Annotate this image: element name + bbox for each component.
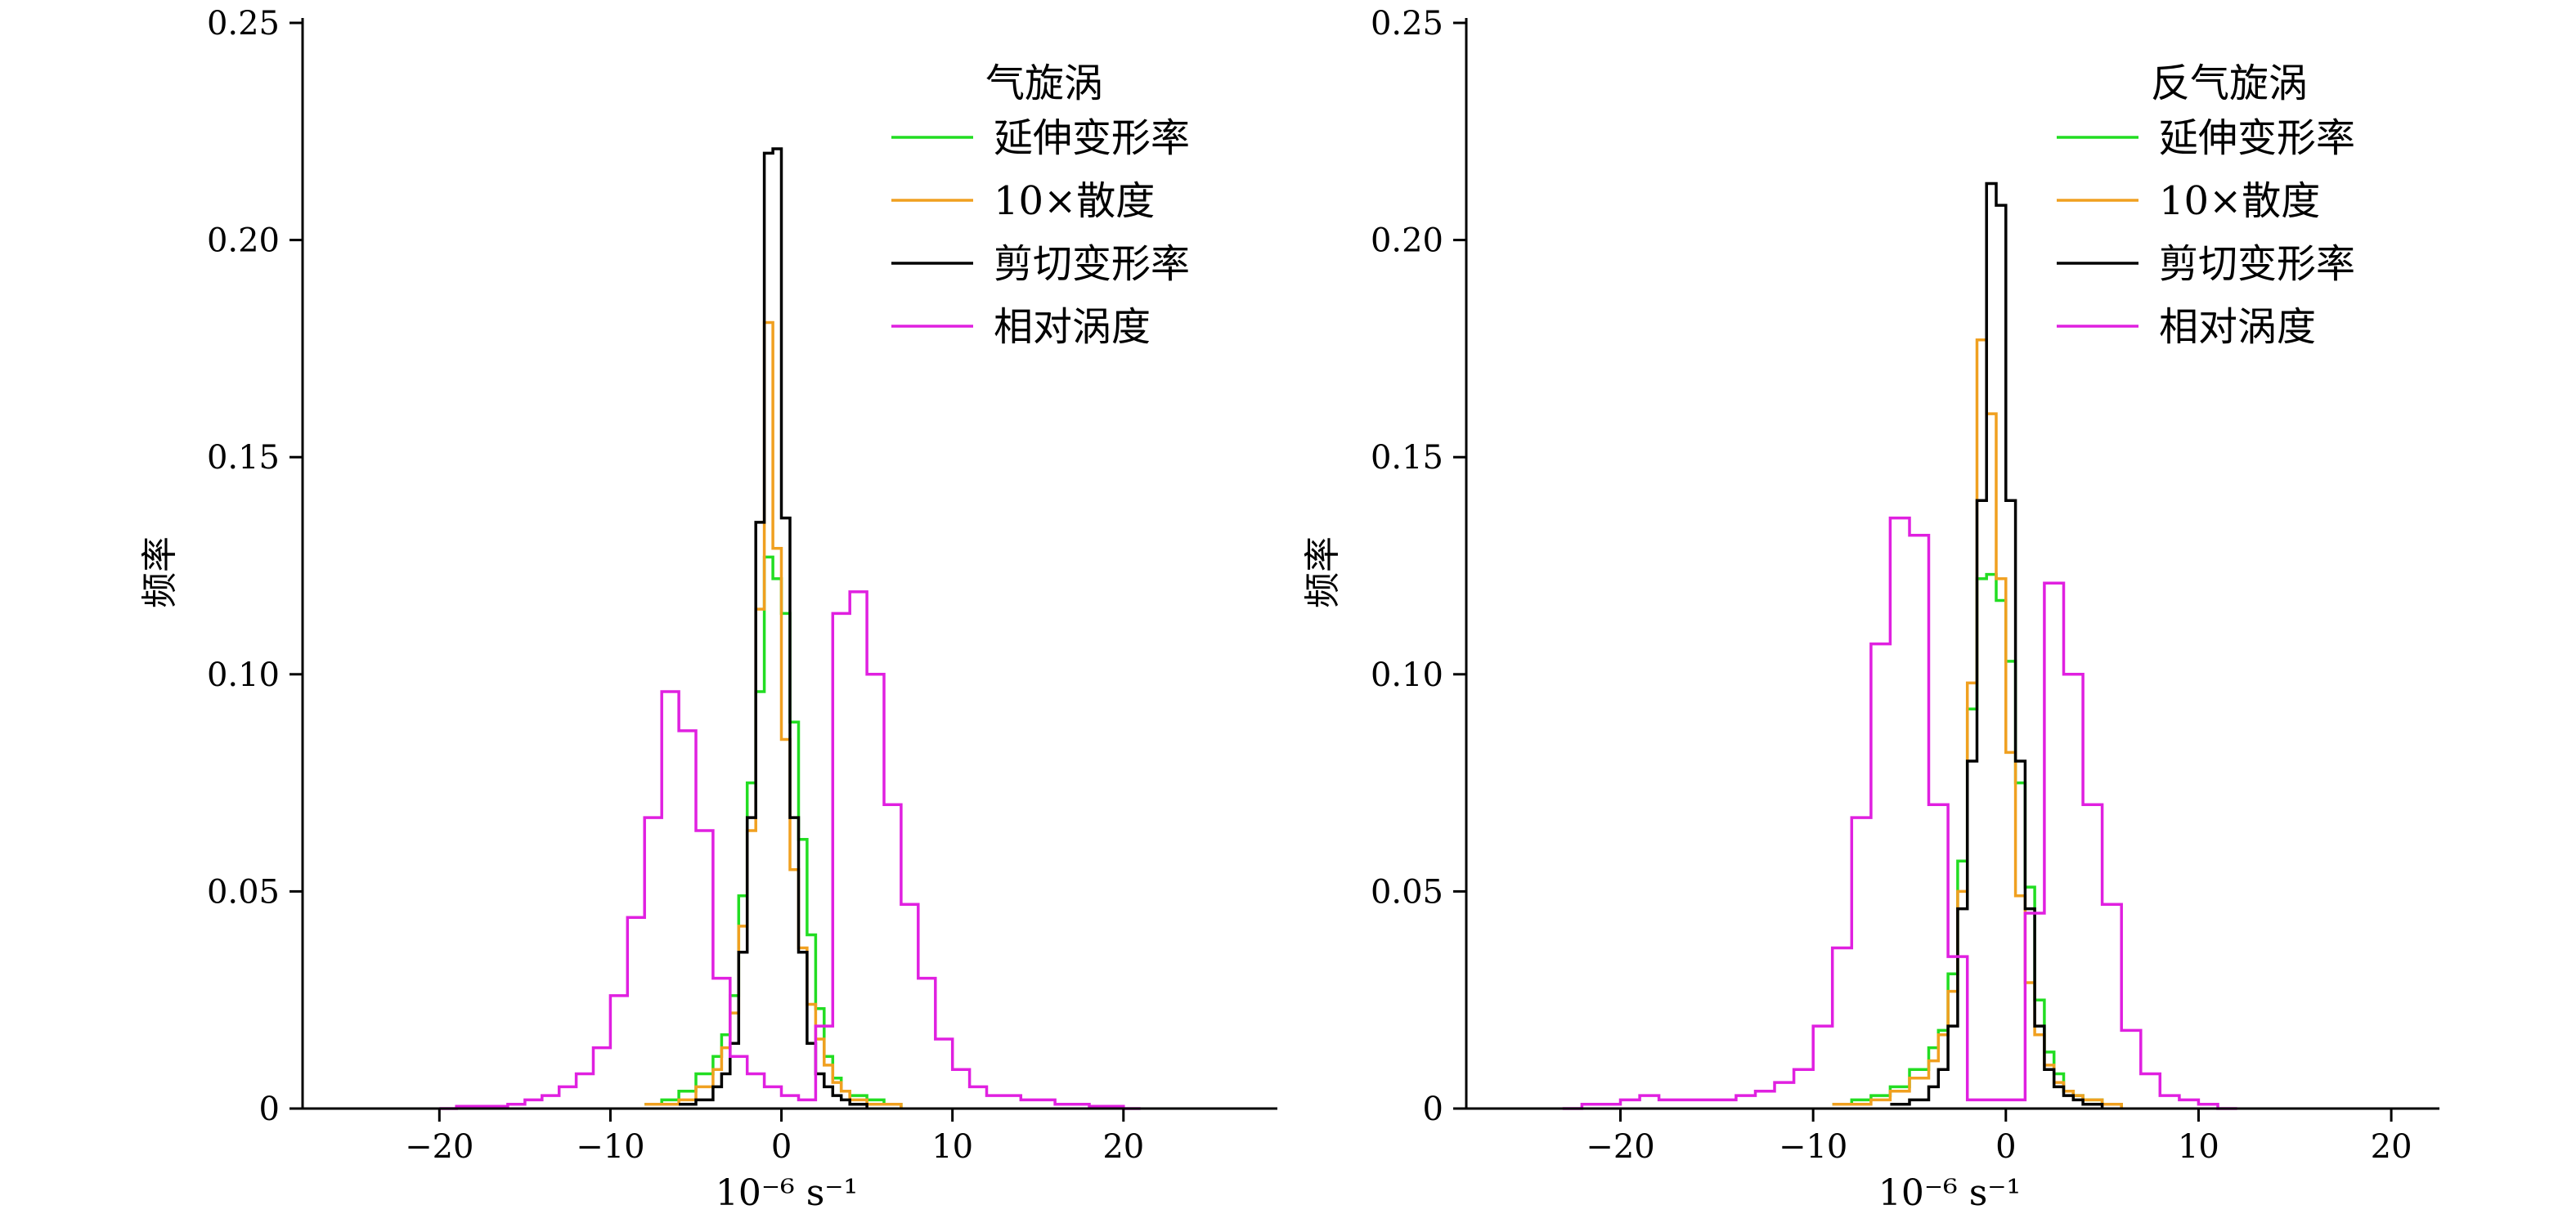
- y-tick-label: 0.05: [207, 873, 280, 911]
- x-tick-label: 20: [2371, 1128, 2412, 1166]
- y-tick-label: 0.25: [1371, 5, 1443, 43]
- series-line-4: [1562, 516, 2237, 1110]
- series-line-4: [439, 590, 1141, 1110]
- x-tick-label: 0: [1995, 1128, 2016, 1166]
- legend-title: 反气旋涡: [2151, 60, 2308, 106]
- x-tick-label: 0: [771, 1128, 792, 1166]
- legend-label-4: 相对涡度: [2159, 304, 2316, 350]
- legend-title: 气旋涡: [985, 60, 1103, 106]
- x-axis-label: 10⁻⁶ s⁻¹: [1878, 1172, 2021, 1214]
- legend-label-4: 相对涡度: [994, 304, 1151, 350]
- x-tick-label: −10: [1779, 1128, 1847, 1166]
- x-tick-label: −20: [405, 1128, 473, 1166]
- x-tick-label: −20: [1586, 1128, 1654, 1166]
- x-tick-label: 10: [2178, 1128, 2219, 1166]
- series-line-3: [1890, 181, 2104, 1109]
- y-axis-label: 频率: [1302, 536, 1344, 608]
- chart-panel-1: 0 0.05 0.10 0.15 0.20 0.25 −20 −10 0 10 20 10⁻⁶ s⁻¹…: [139, 5, 1277, 1214]
- legend-label-3: 剪切变形率: [2159, 241, 2355, 287]
- series-line-3: [679, 147, 868, 1109]
- series-line-1: [644, 555, 903, 1109]
- x-axis-label: 10⁻⁶ s⁻¹: [716, 1172, 858, 1214]
- y-tick-label: 0: [1423, 1091, 1443, 1128]
- y-tick-label: 0.10: [207, 656, 280, 694]
- series-line-2: [1832, 338, 2123, 1109]
- x-tick-label: 20: [1102, 1128, 1144, 1166]
- y-tick-label: 0.20: [1371, 222, 1443, 260]
- y-axis-label: 频率: [139, 536, 181, 608]
- y-tick-label: 0.15: [207, 439, 280, 477]
- y-tick-label: 0.20: [207, 222, 280, 260]
- legend-label-1: 延伸变形率: [994, 115, 1190, 161]
- x-tick-label: −10: [576, 1128, 644, 1166]
- x-tick-label: 10: [931, 1128, 973, 1166]
- y-tick-label: 0: [259, 1091, 280, 1128]
- y-tick-label: 0.10: [1371, 656, 1443, 694]
- series-line-2: [644, 320, 903, 1109]
- y-tick-label: 0.05: [1371, 873, 1443, 911]
- legend-label-2: 10×散度: [2159, 178, 2320, 224]
- legend-label-3: 剪切变形率: [994, 241, 1190, 287]
- legend-label-2: 10×散度: [994, 178, 1155, 224]
- y-tick-label: 0.25: [207, 5, 280, 43]
- chart-panel-2: 0 0.05 0.10 0.15 0.20 0.25 −20 −10 0 10 20 10⁻⁶ s⁻¹…: [1302, 5, 2439, 1214]
- y-tick-label: 0.15: [1371, 439, 1443, 477]
- legend-label-1: 延伸变形率: [2159, 115, 2355, 161]
